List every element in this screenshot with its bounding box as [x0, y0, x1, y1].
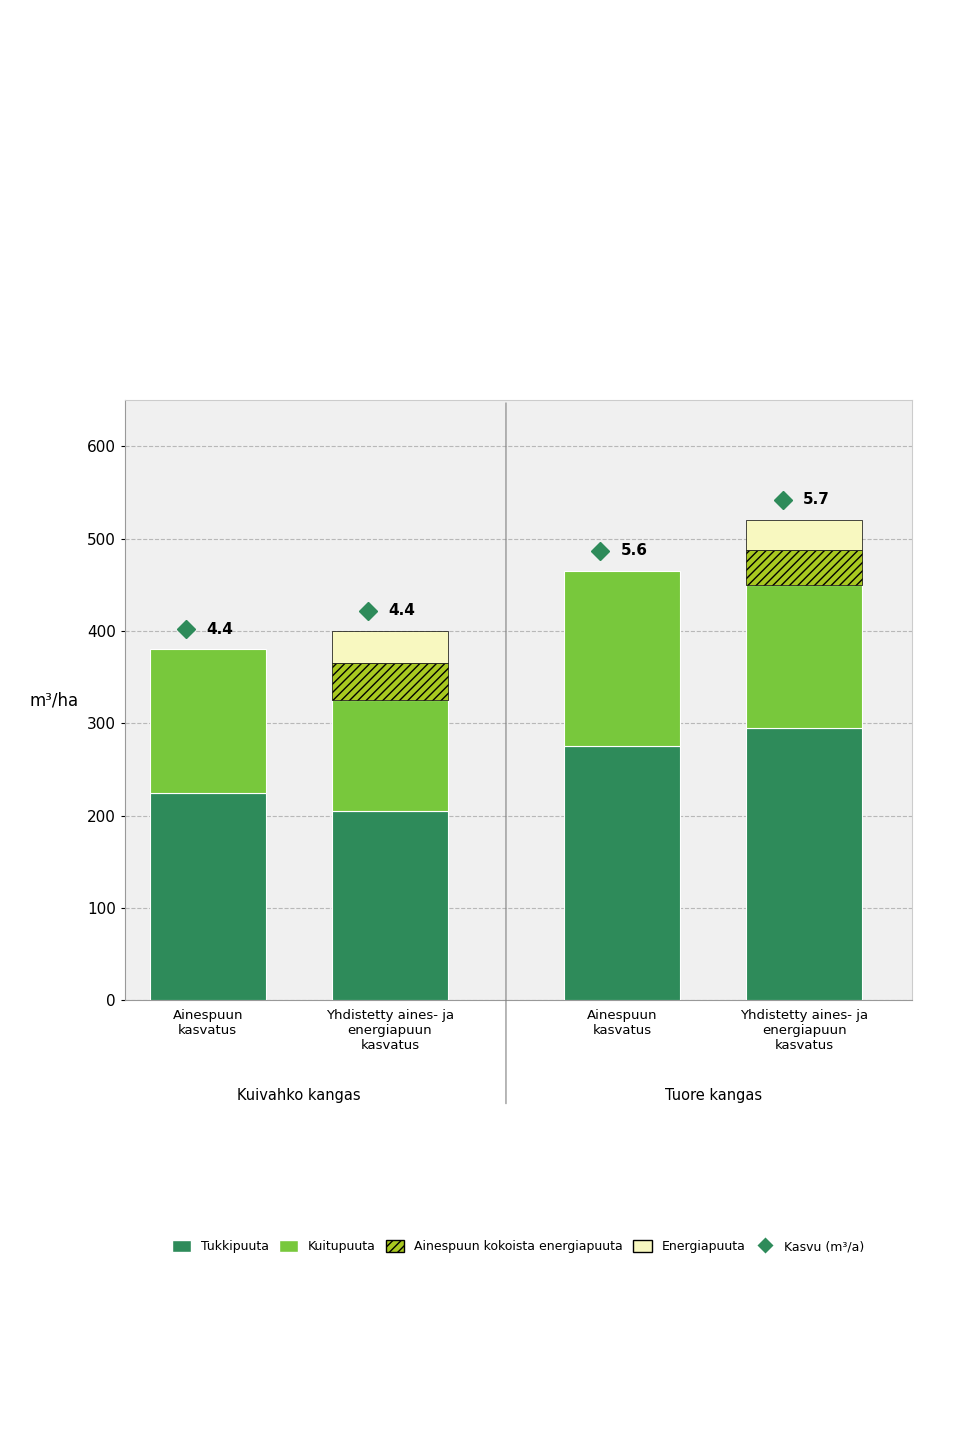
Bar	[564, 572, 680, 746]
Bar	[746, 550, 862, 584]
Text: 4.4: 4.4	[388, 603, 415, 619]
Bar	[746, 584, 862, 727]
Text: 4.4: 4.4	[206, 622, 233, 636]
Text: 5.7: 5.7	[803, 493, 829, 507]
Bar	[746, 520, 862, 550]
Bar	[150, 793, 266, 1000]
Text: Kuivahko kangas: Kuivahko kangas	[237, 1087, 361, 1103]
Legend: Tukkipuuta, Kuitupuuta, Ainespuun kokoista energiapuuta, Energiapuuta, Kasvu (m³: Tukkipuuta, Kuitupuuta, Ainespuun kokois…	[167, 1235, 870, 1259]
Bar	[332, 632, 448, 663]
Text: 5.6: 5.6	[620, 543, 647, 559]
Y-axis label: m³/ha: m³/ha	[30, 692, 79, 709]
Text: Tuore kangas: Tuore kangas	[664, 1087, 761, 1103]
Bar	[564, 746, 680, 1000]
Bar	[746, 727, 862, 1000]
Bar	[332, 663, 448, 700]
Bar	[150, 649, 266, 793]
Bar	[332, 812, 448, 1000]
Bar	[332, 700, 448, 812]
